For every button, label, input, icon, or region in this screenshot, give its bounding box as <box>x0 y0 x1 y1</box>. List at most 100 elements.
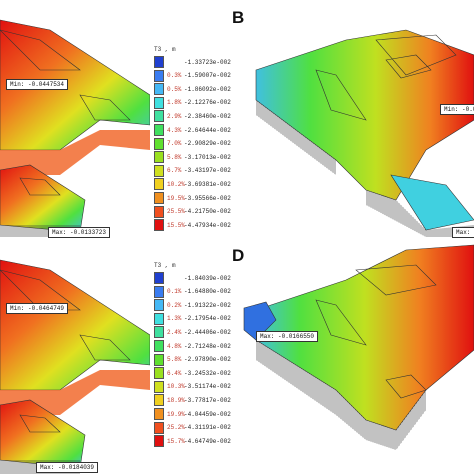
legend-top-percent: 0.3% <box>167 72 182 80</box>
legend-top-row: 7.0% -2.90829e-002 <box>154 137 231 150</box>
legend-bottom-header: T3 , m <box>154 262 176 269</box>
legend-bottom-row: 25.2% -4.31191e-002 <box>154 421 231 434</box>
legend-bottom-percent: 0.1% <box>167 288 182 296</box>
legend-top-value: -1.33723e-002 <box>184 58 231 66</box>
legend-top-row: 4.3% -2.64644e-002 <box>154 124 231 136</box>
legend-top-row: 1.8% -2.12276e-002 <box>154 96 231 109</box>
legend-bottom-swatch <box>154 435 164 448</box>
legend-bottom-percent: 5.8% <box>167 356 182 364</box>
legend-top-swatch <box>154 178 164 191</box>
legend-top: T3 , m -1.33723e-002 0.3% -1.59007e-002 0.5… <box>154 46 236 236</box>
panel-b-max-callout: Max: -0 <box>452 227 474 238</box>
legend-bottom-swatch <box>154 340 164 352</box>
legend-bottom-value: -2.97890e-002 <box>184 356 231 364</box>
legend-top-percent: 6.7% <box>167 167 182 175</box>
legend-top-swatch <box>154 219 164 232</box>
legend-bottom-value: -1.91322e-002 <box>184 301 231 309</box>
legend-bottom-value: -2.17954e-002 <box>184 315 231 323</box>
legend-top-value: -2.90829e-002 <box>184 140 231 148</box>
legend-bottom-row: 4.8% -2.71248e-002 <box>154 340 231 352</box>
legend-bottom-row: 15.7% -4.64749e-002 <box>154 435 231 448</box>
legend-top-row: -1.33723e-002 <box>154 56 231 68</box>
legend-top-value: -3.43197e-002 <box>184 167 231 175</box>
legend-bottom-swatch <box>154 421 164 434</box>
legend-bottom-swatch <box>154 272 164 284</box>
panel-d-max-callout: Max: -0.0166550 <box>256 331 319 342</box>
legend-bottom-value: -1.84039e-002 <box>184 274 231 282</box>
legend-top-value: -1.59007e-002 <box>184 72 231 80</box>
legend-bottom-row: 10.3% -3.51174e-002 <box>154 380 231 393</box>
legend-top-swatch <box>154 96 164 109</box>
legend-bottom-row: 18.9% -3.77817e-002 <box>154 394 231 407</box>
legend-bottom-row: 19.9% -4.04459e-002 <box>154 408 231 420</box>
legend-bottom-percent: 1.3% <box>167 315 182 323</box>
legend-top-swatch <box>154 110 164 123</box>
panel-a-max-callout: Max: -0.0133723 <box>48 227 111 238</box>
legend-top-row: 5.8% -3.17013e-002 <box>154 151 231 164</box>
panel-b-label: B <box>232 8 245 27</box>
legend-top-percent: 15.5% <box>167 221 186 229</box>
legend-top-percent: 7.0% <box>167 140 182 148</box>
legend-top-header: T3 , m <box>154 46 176 53</box>
legend-top-swatch <box>154 124 164 136</box>
legend-bottom-value: -4.64749e-002 <box>184 437 231 445</box>
legend-bottom-value: -3.51174e-002 <box>184 383 231 391</box>
legend-top-row: 10.2% -3.69381e-002 <box>154 178 231 191</box>
legend-top-value: -3.17013e-002 <box>184 153 231 161</box>
legend-bottom-percent: 4.8% <box>167 342 182 350</box>
legend-bottom-percent: 0.2% <box>167 301 182 309</box>
legend-bottom-swatch <box>154 299 164 312</box>
legend-top-swatch <box>154 205 164 218</box>
legend-bottom-row: 5.8% -2.97890e-002 <box>154 353 231 366</box>
panel-b-min-callout: Min: -0.0 <box>440 104 474 115</box>
legend-bottom-swatch <box>154 394 164 407</box>
legend-bottom-row: 0.2% -1.91322e-002 <box>154 299 231 312</box>
legend-top-value: -1.86092e-002 <box>184 85 231 93</box>
legend-top-swatch <box>154 164 164 177</box>
legend-bottom-value: -3.24532e-002 <box>184 369 231 377</box>
legend-top-swatch <box>154 69 164 82</box>
legend-top-value: -2.64644e-002 <box>184 126 231 134</box>
legend-bottom-row: 6.4% -3.24532e-002 <box>154 367 231 380</box>
legend-top-percent: 25.5% <box>167 208 186 216</box>
legend-top-swatch <box>154 192 164 204</box>
legend-top-percent: 19.5% <box>167 194 186 202</box>
legend-bottom-percent: 15.7% <box>167 437 186 445</box>
legend-top-row: 6.7% -3.43197e-002 <box>154 164 231 177</box>
legend-bottom-swatch <box>154 380 164 393</box>
legend-top-value: -2.38460e-002 <box>184 112 231 120</box>
legend-top-percent: 4.3% <box>167 126 182 134</box>
legend-top-percent: 10.2% <box>167 180 186 188</box>
legend-top-swatch <box>154 83 164 96</box>
legend-bottom-value: -3.77817e-002 <box>184 396 231 404</box>
legend-bottom-swatch <box>154 353 164 366</box>
panel-d-plot <box>236 240 474 474</box>
legend-bottom-percent: 25.2% <box>167 424 186 432</box>
legend-bottom-swatch <box>154 285 164 298</box>
legend-top-percent: 0.5% <box>167 85 182 93</box>
legend-top-swatch <box>154 137 164 150</box>
panel-c-min-callout: Min: -0.0464749 <box>6 303 69 314</box>
legend-bottom-row: 1.3% -2.17954e-002 <box>154 312 231 325</box>
panel-d-label: D <box>232 246 245 265</box>
legend-top-value: -4.21750e-002 <box>184 208 231 216</box>
legend-top-percent: 1.8% <box>167 99 182 107</box>
legend-bottom-swatch <box>154 312 164 325</box>
legend-bottom-value: -2.71248e-002 <box>184 342 231 350</box>
legend-bottom-row: 0.1% -1.64880e-002 <box>154 285 231 298</box>
legend-bottom-percent: 10.3% <box>167 383 186 391</box>
legend-top-row: 19.5% -3.95566e-002 <box>154 192 231 204</box>
legend-bottom: T3 , m -1.84039e-002 0.1% -1.64880e-002 0.2… <box>154 262 236 452</box>
legend-top-row: 2.9% -2.38460e-002 <box>154 110 231 123</box>
legend-top-row: 0.5% -1.86092e-002 <box>154 83 231 96</box>
legend-top-row: 0.3% -1.59007e-002 <box>154 69 231 82</box>
panel-b-plot <box>236 0 474 237</box>
legend-bottom-swatch <box>154 408 164 420</box>
panel-a-plot <box>0 0 150 237</box>
panel-c-max-callout: Max: -0.0184039 <box>36 462 99 473</box>
legend-bottom-row: 2.4% -2.44406e-002 <box>154 326 231 339</box>
legend-top-value: -4.47934e-002 <box>184 221 231 229</box>
legend-bottom-percent: 19.9% <box>167 410 186 418</box>
legend-top-value: -2.12276e-002 <box>184 99 231 107</box>
legend-top-row: 15.5% -4.47934e-002 <box>154 219 231 232</box>
